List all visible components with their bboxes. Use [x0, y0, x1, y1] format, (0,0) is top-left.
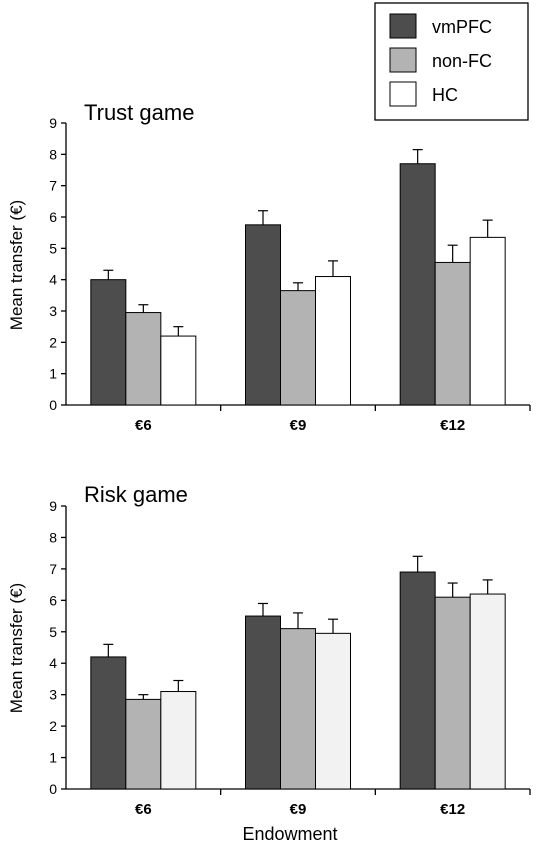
- y-tick-label: 1: [49, 366, 57, 382]
- y-tick-label: 9: [49, 115, 57, 131]
- y-tick-label: 7: [49, 178, 57, 194]
- y-tick-label: 6: [49, 592, 57, 608]
- bar-vmpfc: [90, 656, 127, 790]
- y-tick-label: 0: [49, 781, 57, 797]
- legend-label-vmpfc: vmPFC: [432, 17, 492, 37]
- bar-vmpfc: [245, 615, 281, 790]
- chart-marks: 0 1 2 3 4 5 6 7 8 9 €6 €9 €12: [49, 115, 531, 434]
- chart-title: Risk game: [84, 482, 188, 507]
- chart-title: Trust game: [84, 100, 194, 125]
- x-tick-label: €9: [290, 801, 307, 818]
- y-tick-label: 4: [49, 655, 57, 671]
- x-axis-label: Endowment: [242, 824, 337, 844]
- y-tick-label: 9: [49, 498, 57, 514]
- legend-swatch-nonfc: [389, 47, 417, 73]
- bar-non-fc: [125, 312, 162, 406]
- bar-hc: [469, 593, 506, 790]
- legend-label-nonfc: non-FC: [432, 51, 492, 71]
- bar-non-fc: [434, 261, 471, 406]
- bar-vmpfc: [245, 224, 281, 406]
- y-tick-label: 5: [49, 624, 57, 640]
- bar-hc: [315, 632, 351, 790]
- y-axis-label: Mean transfer (€): [7, 200, 26, 330]
- y-tick-label: 8: [49, 529, 57, 545]
- bar-non-fc: [434, 596, 471, 790]
- x-tick-label: €12: [440, 417, 465, 434]
- bar-vmpfc: [399, 163, 436, 406]
- bar-non-fc: [280, 628, 316, 790]
- y-tick-label: 3: [49, 303, 57, 319]
- y-tick-label: 6: [49, 209, 57, 225]
- bar-hc: [315, 276, 351, 406]
- x-tick-label: €12: [440, 801, 465, 818]
- x-tick-label: €9: [290, 417, 307, 434]
- bar-hc: [160, 335, 197, 406]
- y-tick-label: 2: [49, 334, 57, 350]
- bar-non-fc: [280, 290, 316, 406]
- y-tick-label: 4: [49, 272, 57, 288]
- y-axis-label: Mean transfer (€): [7, 583, 26, 713]
- bar-non-fc: [125, 698, 162, 790]
- x-tick-label: €6: [135, 801, 152, 818]
- risk-game-chart: Risk game Mean transfer (€) 0 1 2 3 4 5 6 7 8 9 €6…: [7, 482, 531, 818]
- y-tick-label: 1: [49, 750, 57, 766]
- y-tick-label: 2: [49, 718, 57, 734]
- legend: vmPFC non-FC HC: [374, 2, 529, 121]
- bar-vmpfc: [90, 279, 127, 406]
- y-tick-label: 5: [49, 240, 57, 256]
- legend-label-hc: HC: [432, 85, 458, 105]
- legend-swatch-hc: [389, 81, 417, 107]
- chart-marks: 0 1 2 3 4 5 6 7 8 9 €6 €9 €12: [49, 498, 531, 818]
- bar-hc: [160, 691, 197, 790]
- legend-swatch-vmpfc: [389, 13, 417, 39]
- x-tick-label: €6: [135, 417, 152, 434]
- trust-game-chart: Trust game Mean transfer (€) 0 1 2 3 4 5 6 7 8 9 €…: [7, 100, 531, 434]
- y-tick-label: 3: [49, 687, 57, 703]
- y-tick-label: 0: [49, 397, 57, 413]
- y-tick-label: 8: [49, 146, 57, 162]
- y-tick-label: 7: [49, 561, 57, 577]
- bar-vmpfc: [399, 571, 436, 790]
- bar-hc: [469, 236, 506, 406]
